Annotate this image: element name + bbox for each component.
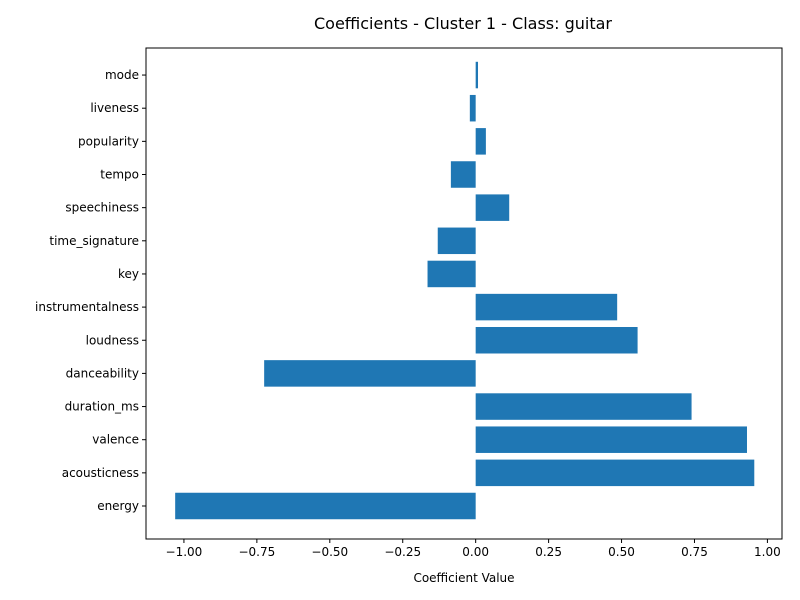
y-tick-label: energy — [97, 499, 139, 513]
y-axis-ticks: energy acousticness valence duration_ms danc… — [35, 68, 146, 513]
y-tick-label: popularity — [78, 134, 139, 148]
x-axis-ticks: −1.00 −0.75 −0.50 −0.25 0.00 0.25 0.50 0.75 1.00 — [166, 539, 781, 559]
bar-energy — [175, 492, 476, 520]
y-tick-label: speechiness — [65, 201, 139, 215]
y-tick-label: instrumentalness — [35, 300, 139, 314]
chart-title: Coefficients - Cluster 1 - Class: guitar — [314, 14, 612, 33]
bar-acousticness — [475, 459, 755, 487]
x-tick-label: −1.00 — [166, 545, 203, 559]
y-tick-label: tempo — [100, 168, 139, 182]
x-tick-label: −0.25 — [384, 545, 421, 559]
bars-group — [175, 61, 755, 520]
y-tick-label: duration_ms — [65, 400, 139, 414]
bar-liveness — [469, 94, 476, 122]
y-tick-label: valence — [92, 433, 139, 447]
plot-frame — [145, 47, 783, 540]
y-tick-label: mode — [105, 68, 139, 82]
bar-valence — [475, 426, 747, 453]
y-tick-label: key — [118, 267, 139, 281]
bar-tempo — [450, 161, 476, 188]
bar-mode — [475, 61, 479, 89]
x-axis-label: Coefficient Value — [413, 571, 514, 585]
y-tick-label: time_signature — [49, 234, 139, 248]
bar-danceability — [264, 360, 476, 387]
y-tick-label: loudness — [86, 333, 139, 347]
bar-time_signature — [437, 227, 476, 255]
bar-speechiness — [475, 194, 510, 221]
y-tick-label: acousticness — [62, 466, 139, 480]
x-tick-label: 0.00 — [462, 545, 489, 559]
bar-popularity — [475, 128, 486, 155]
x-tick-label: 0.25 — [535, 545, 562, 559]
y-tick-label: danceability — [66, 366, 139, 380]
bar-loudness — [475, 327, 638, 354]
x-tick-label: 1.00 — [754, 545, 781, 559]
bar-duration_ms — [475, 393, 692, 420]
bar-instrumentalness — [475, 293, 618, 321]
bar-key — [427, 260, 476, 288]
x-tick-label: 0.75 — [681, 545, 708, 559]
x-tick-label: −0.50 — [311, 545, 348, 559]
y-tick-label: liveness — [90, 101, 139, 115]
x-tick-label: 0.50 — [608, 545, 635, 559]
x-tick-label: −0.75 — [238, 545, 275, 559]
